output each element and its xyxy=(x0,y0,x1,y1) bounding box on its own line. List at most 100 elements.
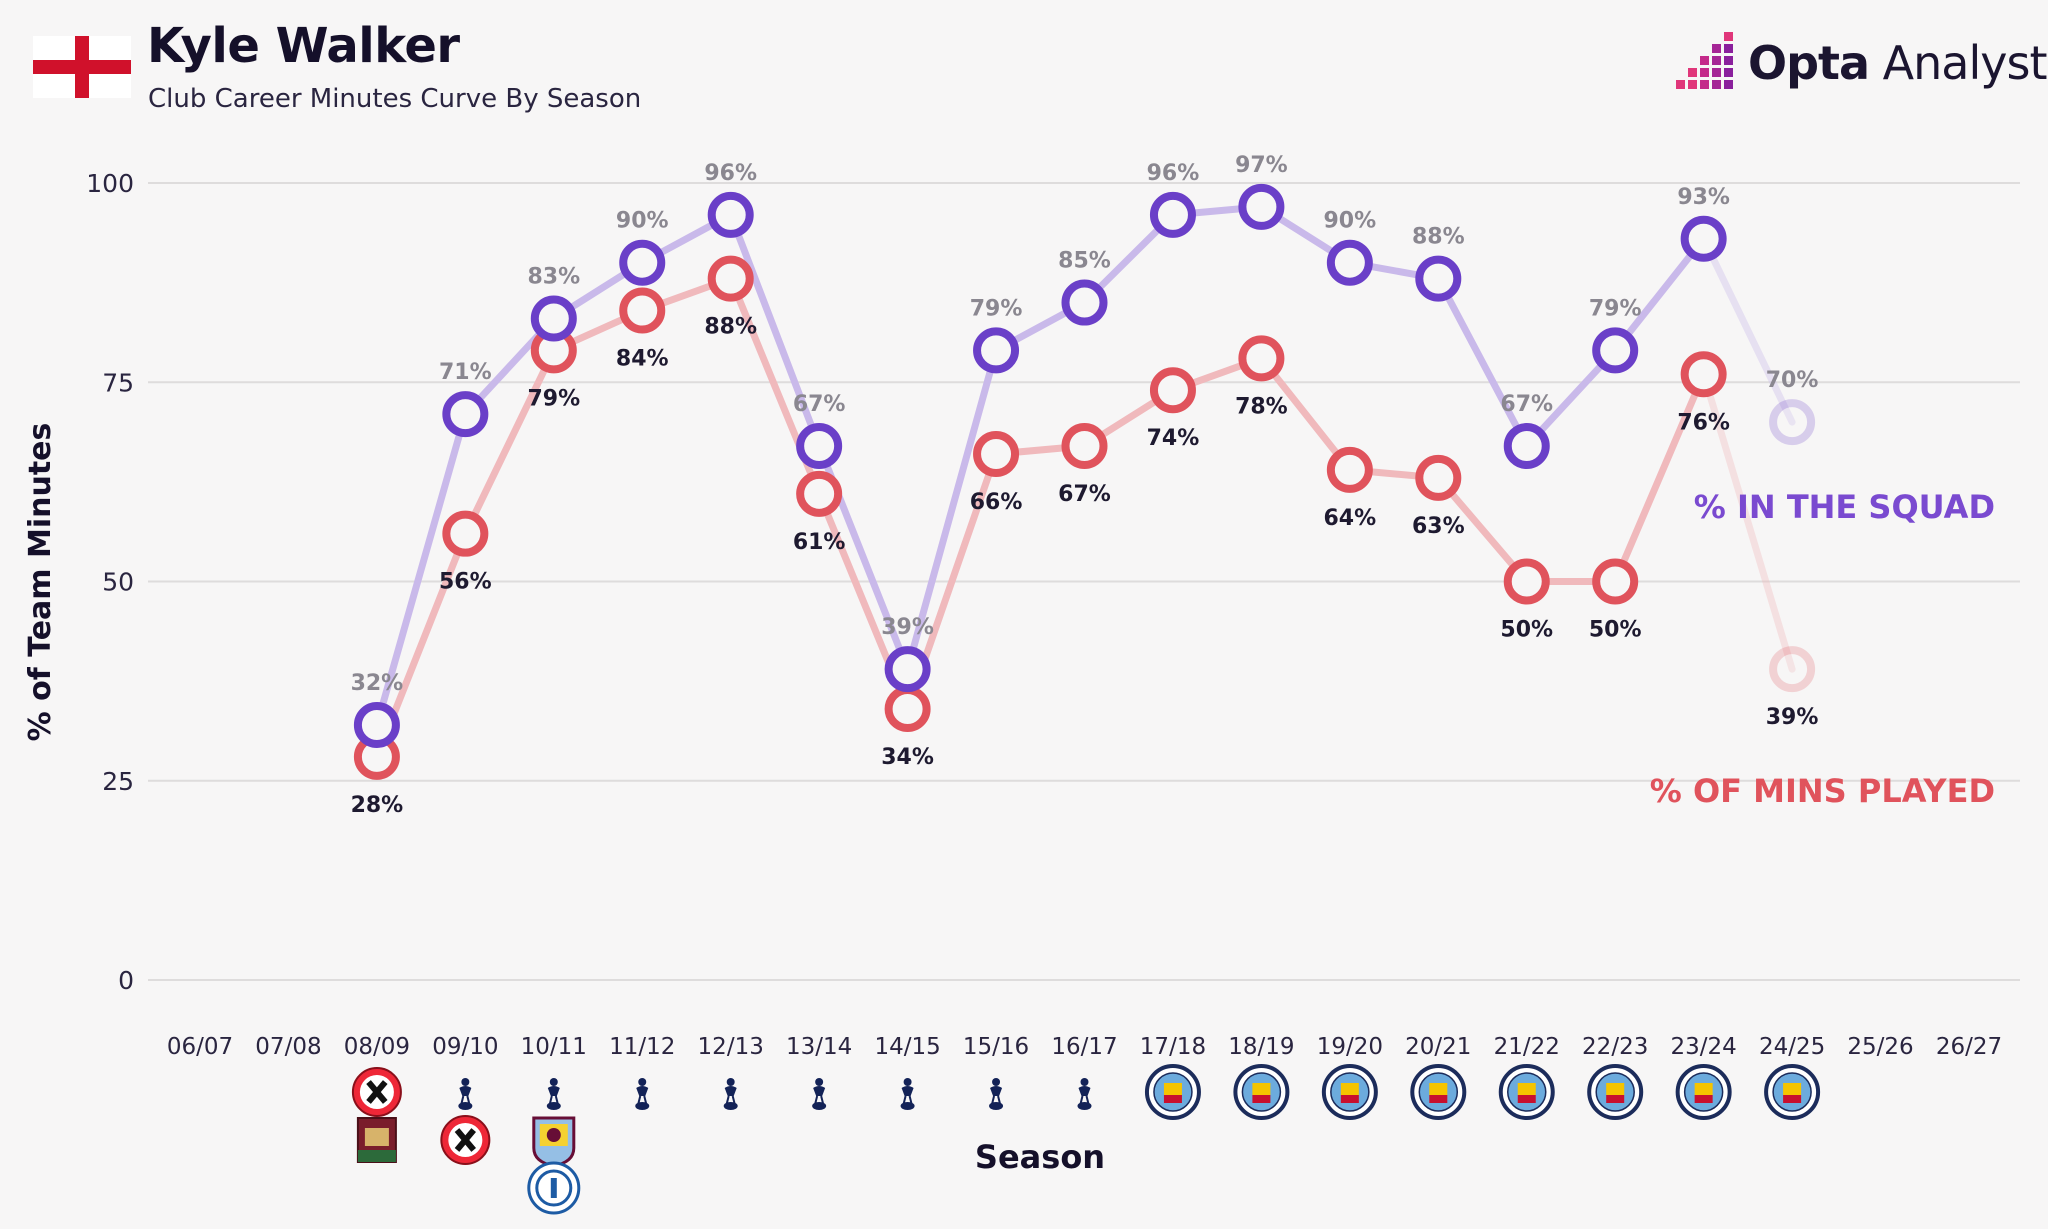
x-tick-label: 20/21 xyxy=(1405,1034,1471,1060)
in-squad-segment xyxy=(727,211,823,450)
in-squad-point xyxy=(530,295,577,342)
badge-part xyxy=(547,1086,560,1096)
in-squad-data-label: 79% xyxy=(970,296,1023,321)
in-squad-data-label: 70% xyxy=(1766,368,1819,393)
x-tick-label: 24/25 xyxy=(1759,1034,1825,1060)
badge-part xyxy=(1429,1095,1448,1103)
in-squad-data-label: 93% xyxy=(1677,185,1730,210)
mins-played-data-label: 78% xyxy=(1235,394,1288,419)
mins-played-data-label: 39% xyxy=(1766,705,1819,730)
badge-part xyxy=(1340,1083,1359,1095)
mins-played-data-label: 66% xyxy=(970,490,1023,515)
in-squad-segment xyxy=(1434,275,1531,450)
mins-played-data-label: 74% xyxy=(1147,426,1200,451)
in-squad-point xyxy=(619,239,666,286)
badge-part xyxy=(1078,1086,1091,1096)
badge-part xyxy=(1252,1095,1271,1103)
x-tick-label: 12/13 xyxy=(698,1034,764,1060)
x-tick-label: 26/27 xyxy=(1936,1034,2002,1060)
tottenham-badge-icon xyxy=(989,1078,1004,1110)
badge-part xyxy=(815,1078,824,1086)
badge-part xyxy=(458,1102,473,1110)
badge-part xyxy=(1163,1083,1182,1095)
badge-part xyxy=(724,1086,737,1096)
badge-part xyxy=(546,1102,561,1110)
in-squad-data-label: 96% xyxy=(1147,161,1200,186)
x-tick-label: 11/12 xyxy=(609,1034,675,1060)
x-tick-label: 25/26 xyxy=(1847,1034,1913,1060)
in-squad-data-label: 39% xyxy=(881,615,934,640)
badge-part xyxy=(989,1102,1004,1110)
manchester-city-badge-icon xyxy=(1498,1064,1555,1120)
mins-played-segment xyxy=(461,346,558,538)
in-squad-point xyxy=(707,191,754,238)
badge-part xyxy=(550,1178,557,1198)
in-squad-data-label: 97% xyxy=(1235,153,1288,178)
england-flag-icon xyxy=(33,36,131,98)
legend-mins-played: % OF MINS PLAYED xyxy=(1650,772,1995,810)
in-squad-point xyxy=(1061,279,1108,326)
mins-played-point xyxy=(973,430,1020,477)
badge-part xyxy=(1517,1083,1536,1095)
badge-part xyxy=(636,1086,649,1096)
mins-played-point xyxy=(1326,446,1373,493)
in-squad-data-label: 90% xyxy=(616,209,669,234)
tottenham-badge-icon xyxy=(546,1078,561,1110)
in-squad-data-label: 85% xyxy=(1058,249,1111,274)
badge-part xyxy=(459,1086,472,1096)
mins-played-data-label: 88% xyxy=(704,315,757,340)
badge-part xyxy=(1429,1083,1448,1095)
in-squad-point xyxy=(1149,191,1196,238)
badge-part xyxy=(726,1078,735,1086)
manchester-city-badge-icon xyxy=(1675,1064,1732,1120)
mins-played-point xyxy=(1061,423,1108,470)
tottenham-badge-icon xyxy=(458,1078,473,1110)
opta-analyst-logo: Opta Analyst xyxy=(1676,28,2048,98)
manchester-city-badge-icon xyxy=(1410,1064,1467,1120)
in-squad-segment xyxy=(904,346,1000,673)
in-squad-data-label: 90% xyxy=(1324,209,1377,234)
in-squad-point xyxy=(1503,423,1550,470)
y-tick-label: 25 xyxy=(102,767,134,796)
badge-part xyxy=(813,1086,826,1096)
x-tick-label: 09/10 xyxy=(432,1034,498,1060)
badge-part xyxy=(903,1078,912,1086)
badge-part xyxy=(1077,1102,1092,1110)
mins-played-data-label: 61% xyxy=(793,530,846,555)
mins-played-point xyxy=(1769,646,1816,693)
badge-part xyxy=(990,1086,1003,1096)
northampton-town-badge-icon xyxy=(356,1117,397,1163)
badge-part xyxy=(812,1102,827,1110)
in-squad-data-label: 88% xyxy=(1412,225,1465,250)
badge-part xyxy=(549,1078,558,1086)
brand-name-bold: Opta xyxy=(1748,36,1870,90)
badge-part xyxy=(1606,1095,1625,1103)
manchester-city-badge-icon xyxy=(1587,1064,1644,1120)
badge-part xyxy=(723,1102,738,1110)
badge-part xyxy=(1694,1083,1713,1095)
in-squad-point xyxy=(1326,239,1373,286)
manchester-city-badge-icon xyxy=(1321,1064,1378,1120)
x-tick-label: 15/16 xyxy=(963,1034,1029,1060)
mins-played-data-label: 63% xyxy=(1412,514,1465,539)
badge-part xyxy=(1252,1083,1271,1095)
mins-played-point xyxy=(1592,558,1639,605)
badge-part xyxy=(1606,1083,1625,1095)
badge-part xyxy=(1694,1095,1713,1103)
page-title: Kyle Walker xyxy=(147,18,460,74)
x-tick-label: 13/14 xyxy=(786,1034,852,1060)
y-tick-label: 100 xyxy=(86,169,134,198)
x-tick-label: 17/18 xyxy=(1140,1034,1206,1060)
in-squad-data-label: 96% xyxy=(704,161,757,186)
mins-played-point xyxy=(1149,367,1196,414)
mins-played-points xyxy=(353,255,1816,780)
aston-villa-badge-icon xyxy=(532,1116,576,1168)
y-tick-label: 0 xyxy=(118,966,134,995)
y-tick-label: 50 xyxy=(102,568,134,597)
mins-played-data-label: 56% xyxy=(439,570,492,595)
badge-part xyxy=(1783,1095,1802,1103)
x-axis-label: Season xyxy=(975,1138,1105,1176)
mins-played-point xyxy=(442,510,489,557)
manchester-city-badge-icon xyxy=(1144,1064,1201,1120)
